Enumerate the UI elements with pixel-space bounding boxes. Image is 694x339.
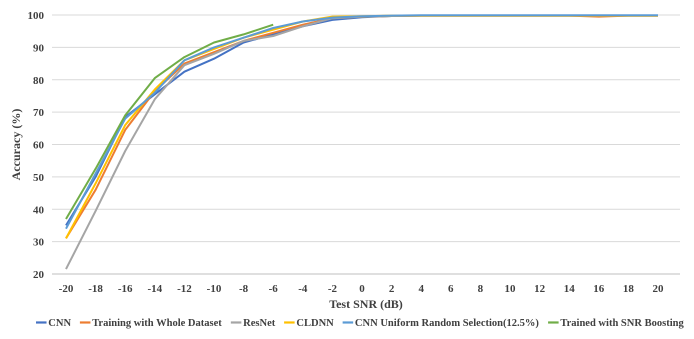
y-tick-label: 40	[33, 204, 45, 216]
legend-label: CNN	[48, 318, 71, 329]
x-tick-label: 12	[534, 283, 546, 295]
series-line	[65, 14, 658, 239]
x-tick-label: -4	[298, 283, 308, 295]
y-tick-label: 100	[28, 10, 45, 22]
series-line	[65, 14, 658, 230]
y-tick-label: 70	[33, 107, 45, 119]
x-tick-label: -10	[207, 283, 222, 295]
legend: CNN Training with Whole Dataset ResNet CLDN…	[36, 318, 684, 329]
x-tick-label: -16	[118, 283, 133, 295]
y-tick-label: 80	[33, 75, 45, 87]
x-tick-label: 6	[448, 283, 454, 295]
legend-item: Trained with SNR Boosting	[548, 318, 684, 329]
x-tick-label: -20	[59, 283, 74, 295]
x-tick-label: 10	[505, 283, 517, 295]
x-tick-label: 20	[653, 283, 665, 295]
x-tick-label: 18	[623, 283, 635, 295]
x-tick-label: 4	[418, 283, 424, 295]
legend-item: Training with Whole Dataset	[79, 318, 222, 329]
legend-item: CNN Uniform Random Selection(12.5%)	[342, 318, 540, 329]
y-tick-label: 20	[33, 269, 45, 281]
x-tick-label: 8	[478, 283, 484, 295]
series-line	[65, 14, 658, 270]
x-tick-label: 16	[593, 283, 605, 295]
legend-label: ResNet	[243, 318, 276, 329]
y-axis-title: Accuracy (%)	[9, 109, 23, 181]
gridlines	[52, 14, 680, 275]
x-tick-label: 14	[564, 283, 576, 295]
y-tick-label: 90	[33, 42, 45, 54]
y-tick-label: 50	[33, 172, 45, 184]
series-line	[65, 23, 274, 220]
legend-label: CNN Uniform Random Selection(12.5%)	[355, 318, 540, 329]
y-tick-label: 60	[33, 140, 45, 152]
x-tick-label: -6	[269, 283, 279, 295]
y-tick-label: 30	[33, 237, 45, 249]
x-tick-label: -14	[147, 283, 162, 295]
legend-item: CNN	[36, 318, 71, 329]
legend-label: Trained with SNR Boosting	[560, 318, 684, 329]
series-lines	[65, 14, 658, 270]
x-tick-label: 0	[359, 283, 365, 295]
x-tick-label: 2	[389, 283, 395, 295]
legend-label: Training with Whole Dataset	[92, 318, 222, 329]
legend-item: ResNet	[230, 318, 276, 329]
x-tick-label: -2	[328, 283, 338, 295]
x-tick-label: -8	[239, 283, 249, 295]
legend-label: CLDNN	[296, 318, 334, 329]
x-tick-label: -12	[177, 283, 192, 295]
x-axis-title: Test SNR (dB)	[329, 297, 403, 311]
legend-item: CLDNN	[284, 318, 334, 329]
series-line	[65, 14, 658, 239]
x-tick-label: -18	[88, 283, 103, 295]
